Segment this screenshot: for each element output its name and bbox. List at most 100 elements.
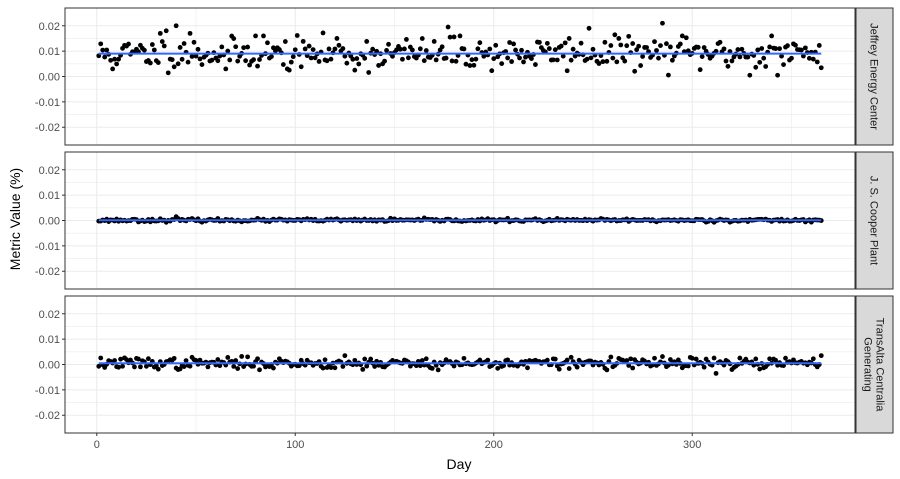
data-point [362, 356, 368, 362]
data-point [398, 46, 403, 52]
data-point [290, 54, 296, 60]
data-point [590, 46, 596, 52]
data-point [98, 355, 104, 361]
facet-strip-label: Jeffrey Energy Center [868, 23, 880, 130]
data-point [568, 354, 574, 360]
data-point [326, 46, 332, 52]
data-point [511, 41, 516, 47]
data-point [298, 64, 304, 70]
data-point [342, 353, 348, 359]
data-point [235, 58, 241, 64]
data-point [799, 47, 804, 53]
x-tick-label: 100 [286, 439, 304, 451]
data-point [328, 365, 334, 370]
data-point [149, 42, 155, 47]
data-point [767, 356, 773, 362]
data-point [451, 34, 457, 40]
data-point [185, 59, 191, 65]
data-point [489, 68, 495, 74]
data-point [656, 55, 661, 61]
x-tick-label: 200 [485, 439, 503, 451]
data-point [699, 54, 705, 59]
data-point [423, 356, 429, 362]
data-point [604, 367, 610, 373]
data-point [271, 365, 276, 371]
data-point [324, 58, 330, 64]
data-point [332, 365, 338, 371]
data-point [300, 38, 306, 44]
data-point [773, 357, 779, 363]
data-point [501, 363, 507, 368]
data-point [409, 47, 415, 53]
data-point [602, 39, 608, 45]
data-point [757, 59, 763, 65]
data-point [366, 70, 372, 75]
data-point [769, 33, 775, 39]
data-point [818, 353, 824, 359]
data-point [217, 53, 223, 59]
data-point [507, 40, 513, 45]
data-point [231, 36, 237, 41]
data-point [658, 43, 663, 49]
data-point [231, 363, 237, 369]
data-point [181, 364, 187, 369]
panel-border [64, 7, 856, 146]
data-point [588, 358, 594, 364]
data-point [108, 57, 114, 63]
data-point [638, 63, 644, 68]
data-point [239, 354, 245, 359]
data-point [114, 61, 120, 67]
data-point [195, 46, 201, 52]
data-point [340, 364, 346, 369]
data-point [171, 355, 177, 361]
data-point [552, 356, 558, 362]
data-point [370, 46, 376, 52]
data-point [372, 364, 378, 369]
data-point [302, 46, 308, 52]
data-point [610, 55, 616, 61]
data-point [652, 355, 657, 361]
data-point [179, 56, 185, 62]
data-point [217, 363, 223, 369]
data-point [334, 36, 340, 41]
data-point [145, 356, 151, 362]
data-point [487, 46, 493, 52]
data-point [777, 46, 782, 52]
data-point [775, 72, 780, 78]
data-point [477, 357, 483, 363]
data-point [225, 48, 231, 54]
data-point [255, 356, 260, 362]
data-point [386, 41, 391, 47]
data-point [495, 365, 501, 371]
data-point [806, 55, 812, 61]
data-point [320, 30, 326, 36]
data-point [618, 42, 624, 48]
data-point [439, 44, 445, 50]
data-point [417, 363, 423, 369]
data-point [552, 47, 558, 53]
data-point [247, 62, 252, 68]
facet-strip [855, 7, 894, 146]
data-point [384, 48, 389, 53]
data-point [757, 366, 763, 372]
data-point [233, 358, 239, 363]
y-tick-label: 0.01 [39, 46, 60, 58]
data-point [521, 59, 526, 65]
panel-border [64, 151, 856, 290]
data-point [761, 55, 767, 61]
data-point [143, 363, 149, 369]
data-point [604, 58, 610, 64]
data-point [147, 60, 153, 66]
data-point [630, 41, 636, 46]
data-point [443, 55, 449, 61]
data-point [467, 63, 473, 68]
data-point [205, 364, 211, 370]
data-point [626, 363, 632, 368]
data-point [781, 363, 786, 369]
data-point [697, 67, 703, 73]
data-point [668, 357, 673, 362]
data-point [566, 366, 572, 371]
data-point [481, 53, 487, 59]
y-tick-label: -0.02 [35, 122, 60, 134]
data-point [789, 55, 794, 61]
